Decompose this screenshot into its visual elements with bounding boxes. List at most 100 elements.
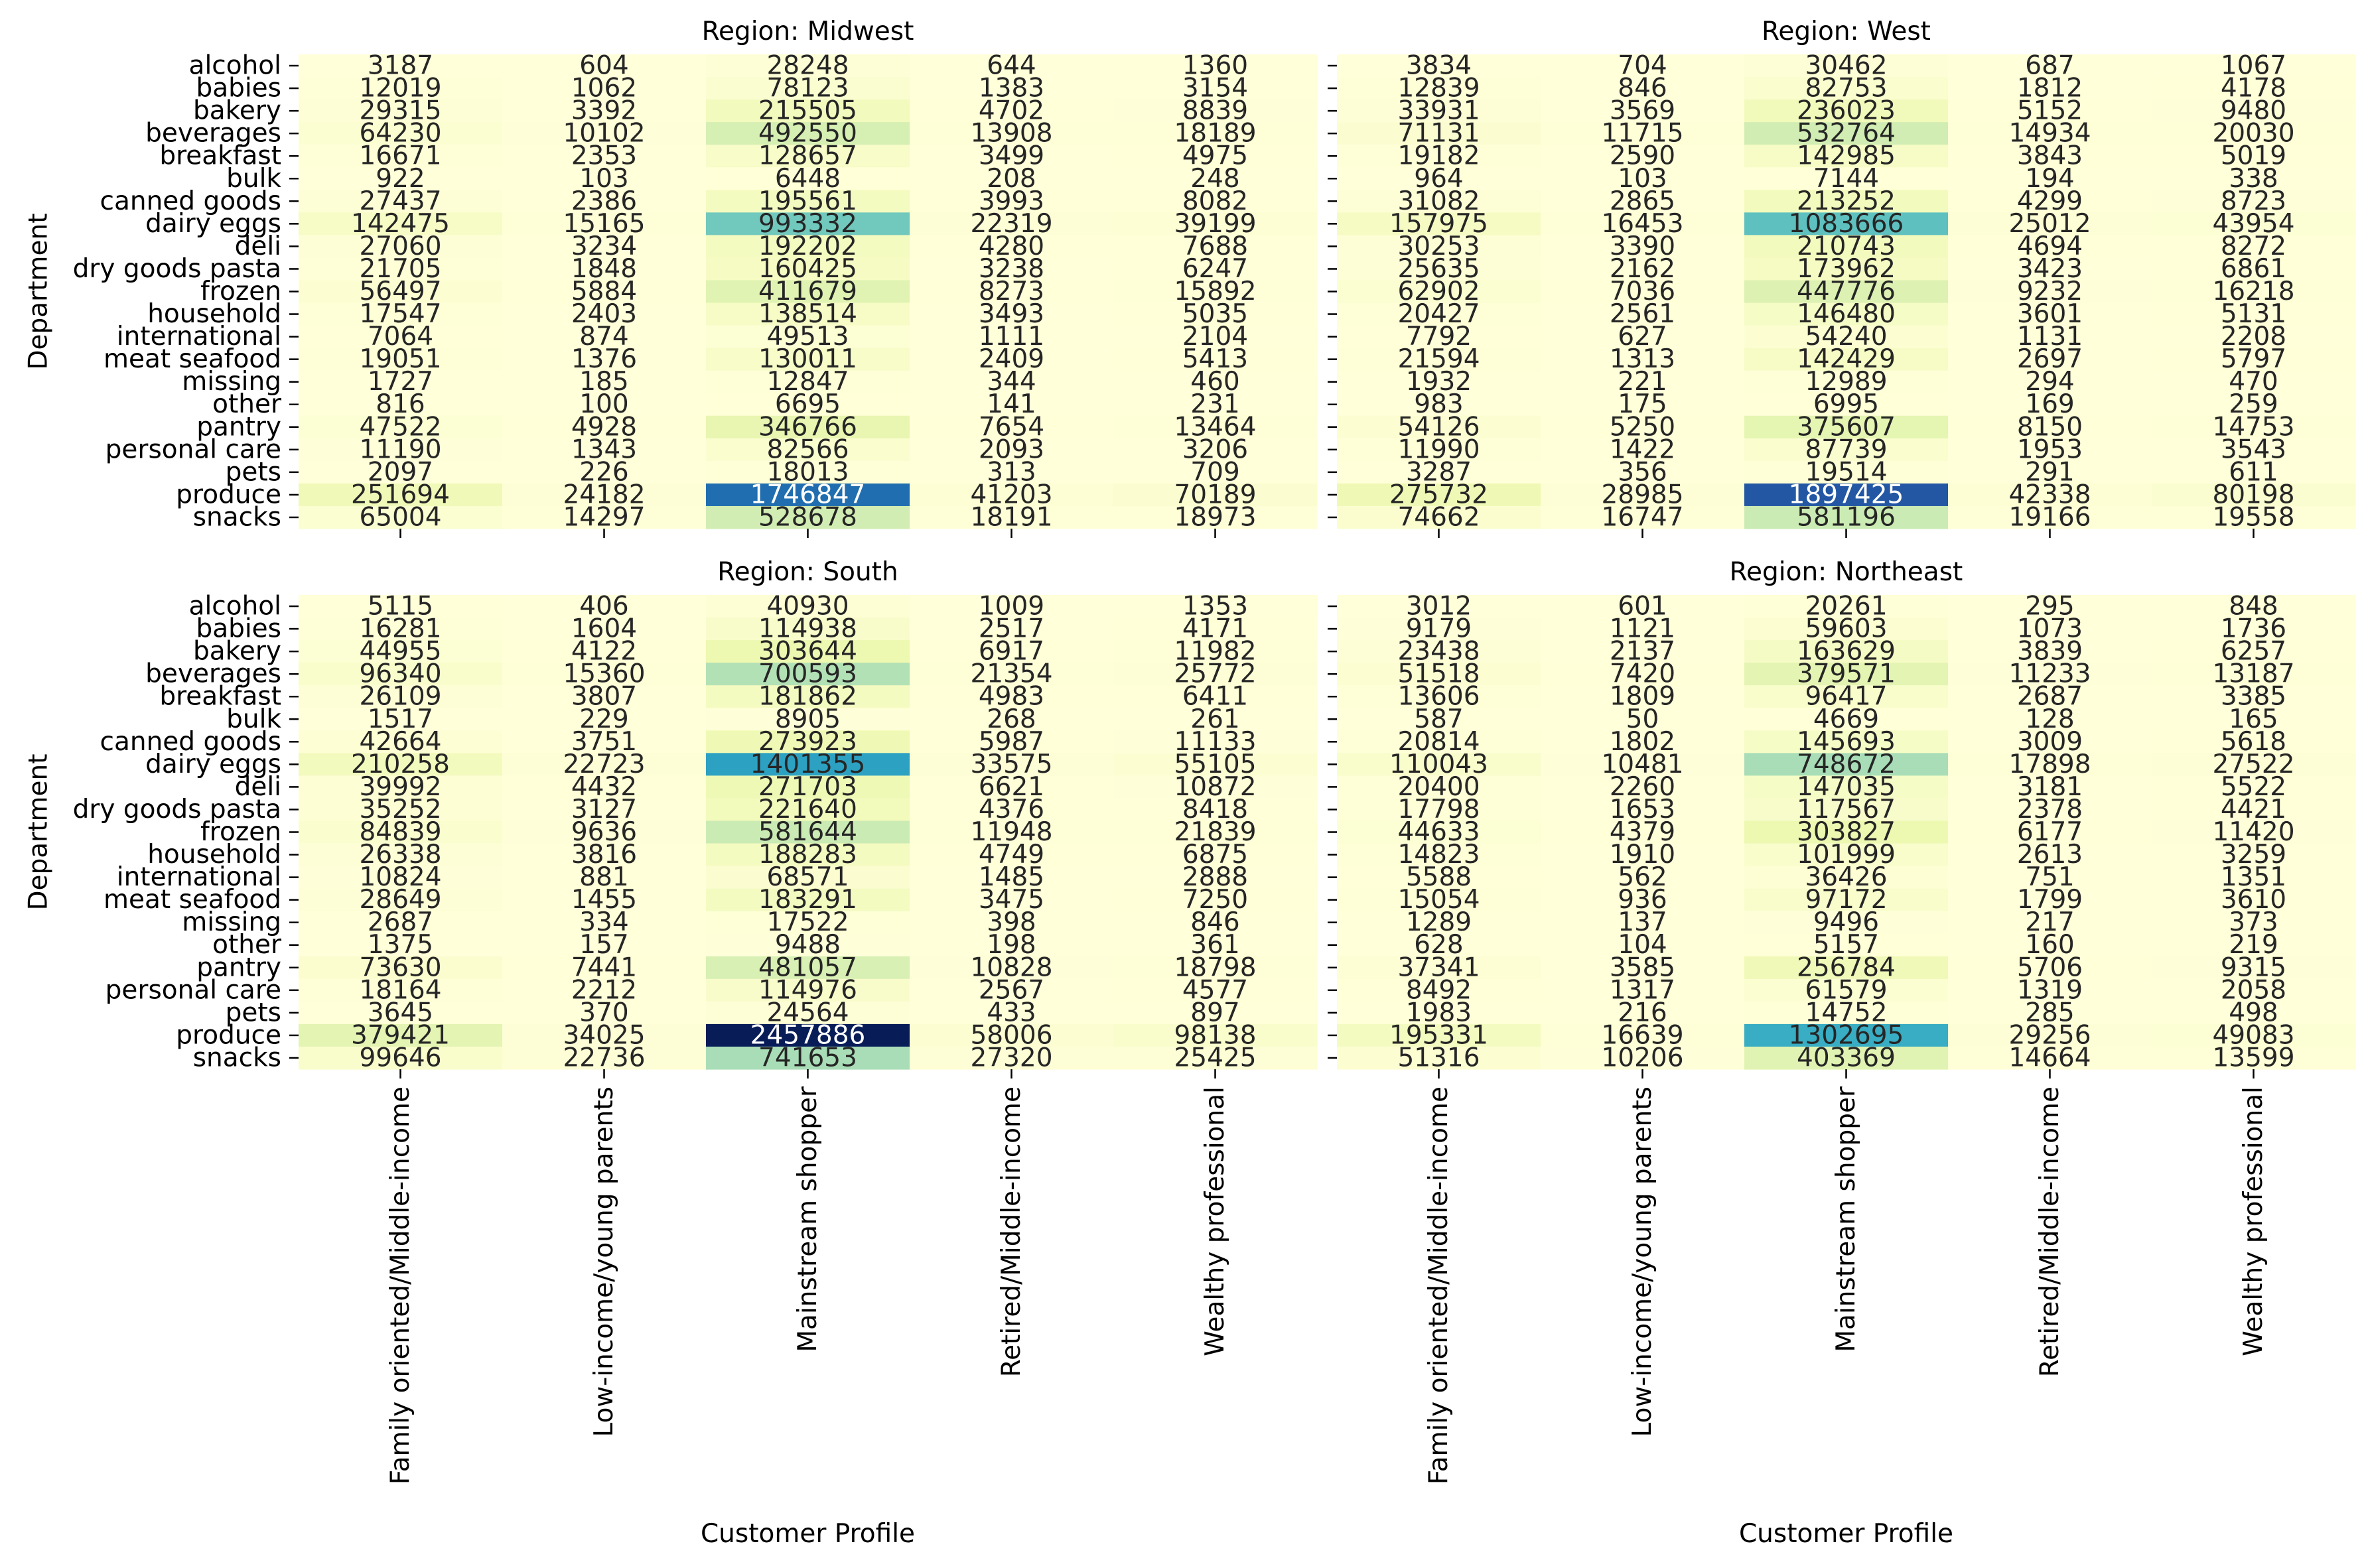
cell-value-label: 846 bbox=[1618, 74, 1667, 103]
cell-value-label: 993332 bbox=[758, 209, 857, 239]
heatmap-cell bbox=[1744, 460, 1949, 484]
cell-value-label: 97172 bbox=[1805, 885, 1887, 915]
cell-value-label: 1736 bbox=[2221, 614, 2286, 644]
heatmap-cell bbox=[1744, 753, 1949, 776]
heatmap-cell bbox=[2152, 460, 2356, 484]
heatmap-cell bbox=[502, 730, 707, 753]
cell-value-label: 2409 bbox=[979, 344, 1044, 374]
cell-value-label: 3154 bbox=[1182, 74, 1248, 103]
cell-value-label: 1360 bbox=[1182, 51, 1248, 81]
x-tick-label: Mainstream shopper bbox=[1831, 1086, 1861, 1352]
heatmap-cell bbox=[1337, 460, 1541, 484]
cell-value-label: 7064 bbox=[368, 322, 433, 352]
heatmap-cell bbox=[1541, 348, 1745, 371]
heatmap-cell bbox=[1337, 618, 1541, 641]
cell-value-label: 2353 bbox=[571, 141, 637, 171]
heatmap-cell bbox=[2152, 415, 2356, 439]
cell-value-label: 6247 bbox=[1182, 254, 1248, 284]
cell-value-label: 33575 bbox=[970, 750, 1052, 779]
heatmap-cell bbox=[2152, 54, 2356, 78]
heatmap-cell bbox=[502, 1046, 707, 1070]
heatmap-cell bbox=[1948, 618, 2152, 641]
cell-value-label: 236023 bbox=[1797, 96, 1896, 126]
cell-value-label: 28649 bbox=[359, 885, 441, 915]
panel-title: Region: Northeast bbox=[1730, 557, 1963, 587]
heatmap-cell bbox=[1541, 798, 1745, 822]
heatmap-cell bbox=[706, 1023, 910, 1047]
cell-value-label: 1121 bbox=[1610, 614, 1675, 644]
heatmap-cell bbox=[299, 370, 503, 394]
heatmap-cell bbox=[910, 483, 1114, 507]
cell-value-label: 142429 bbox=[1797, 344, 1896, 374]
cell-value-label: 23438 bbox=[1397, 637, 1480, 667]
cell-value-label: 128657 bbox=[758, 141, 857, 171]
heatmap-cell bbox=[910, 685, 1114, 708]
cell-value-label: 1746847 bbox=[750, 480, 866, 509]
heatmap-cell bbox=[706, 1046, 910, 1070]
heatmap-cell bbox=[1948, 866, 2152, 889]
heatmap-cell bbox=[1948, 730, 2152, 753]
cell-value-label: 1343 bbox=[571, 434, 637, 464]
heatmap-cell bbox=[502, 483, 707, 507]
heatmap-cell bbox=[910, 820, 1114, 844]
heatmap-cell bbox=[502, 663, 707, 686]
cell-value-label: 3499 bbox=[979, 141, 1044, 171]
cell-value-label: 748672 bbox=[1797, 750, 1896, 779]
cell-value-label: 627 bbox=[1618, 322, 1667, 352]
heatmap-cell bbox=[2152, 505, 2356, 529]
heatmap-cell bbox=[1744, 663, 1949, 686]
heatmap-cell bbox=[1948, 348, 2152, 371]
cell-value-label: 8273 bbox=[979, 277, 1044, 306]
cell-value-label: 217 bbox=[2025, 907, 2074, 937]
heatmap-cell bbox=[2152, 1046, 2356, 1070]
cell-value-label: 1422 bbox=[1610, 434, 1675, 464]
heatmap-cell bbox=[1337, 820, 1541, 844]
cell-value-label: 18013 bbox=[766, 457, 849, 487]
heatmap-cell bbox=[1948, 483, 2152, 507]
cell-value-label: 64230 bbox=[359, 119, 441, 149]
cell-value-label: 2561 bbox=[1610, 299, 1675, 329]
heatmap-cell bbox=[2152, 122, 2356, 145]
heatmap-cell bbox=[299, 212, 503, 235]
cell-value-label: 30462 bbox=[1805, 51, 1887, 81]
heatmap-cell bbox=[706, 257, 910, 281]
heatmap-cell bbox=[1541, 212, 1745, 235]
heatmap-cell bbox=[2152, 663, 2356, 686]
cell-value-label: 2386 bbox=[571, 186, 637, 216]
cell-value-label: 147035 bbox=[1797, 772, 1896, 802]
cell-value-label: 7420 bbox=[1610, 659, 1675, 689]
heatmap-cell bbox=[1541, 483, 1745, 507]
y-tick-label: snacks bbox=[193, 1043, 281, 1073]
heatmap-cell bbox=[1113, 325, 1318, 349]
cell-value-label: 334 bbox=[579, 907, 628, 937]
cell-value-label: 210743 bbox=[1797, 231, 1896, 261]
heatmap-cell bbox=[910, 933, 1114, 957]
cell-value-label: 751 bbox=[2025, 862, 2074, 892]
cell-value-label: 22736 bbox=[563, 1043, 645, 1073]
heatmap-cell bbox=[299, 393, 503, 417]
heatmap-cell bbox=[502, 438, 707, 462]
heatmap-cell bbox=[299, 1023, 503, 1047]
heatmap-cell bbox=[706, 708, 910, 731]
heatmap-cell bbox=[1541, 122, 1745, 145]
heatmap-cell bbox=[1113, 775, 1318, 799]
heatmap-cell bbox=[1948, 888, 2152, 912]
cell-value-label: 6448 bbox=[775, 164, 841, 194]
heatmap-cell bbox=[502, 212, 707, 235]
cell-value-label: 49513 bbox=[766, 322, 849, 352]
heatmap-cell bbox=[2152, 956, 2356, 980]
heatmap-cell bbox=[1541, 843, 1745, 867]
heatmap-cell bbox=[1337, 866, 1541, 889]
heatmap-cell bbox=[2152, 235, 2356, 259]
cell-value-label: 1932 bbox=[1406, 367, 1472, 397]
heatmap-cell bbox=[1948, 438, 2152, 462]
heatmap-cell bbox=[1541, 505, 1745, 529]
heatmap-cell bbox=[706, 505, 910, 529]
heatmap-cell bbox=[299, 775, 503, 799]
cell-value-label: 16747 bbox=[1601, 502, 1683, 532]
cell-value-label: 14664 bbox=[2008, 1043, 2091, 1073]
cell-value-label: 4702 bbox=[979, 96, 1044, 126]
heatmap-cell bbox=[1113, 956, 1318, 980]
heatmap-cell bbox=[1948, 911, 2152, 935]
heatmap-cell bbox=[1337, 145, 1541, 168]
